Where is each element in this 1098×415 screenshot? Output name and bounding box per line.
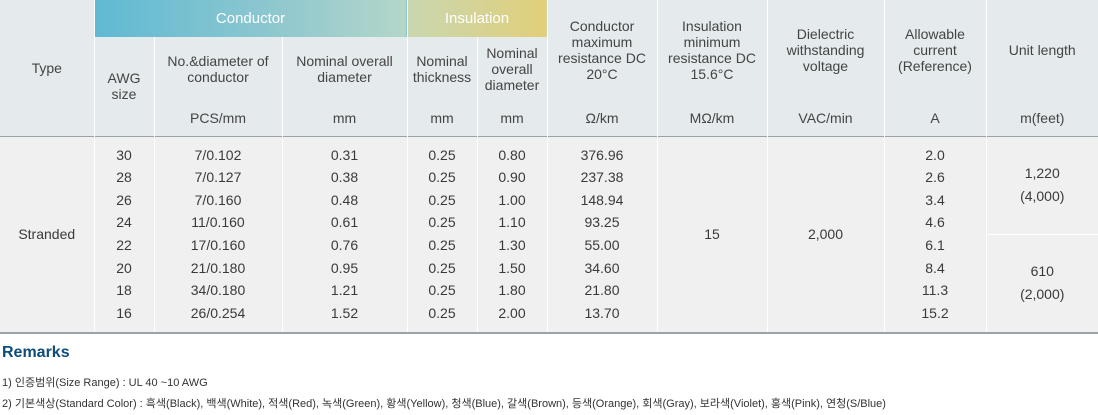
cell-value: 22 (116, 237, 132, 253)
cell-value: 11/0.160 (191, 214, 245, 231)
cell-value: 0.31 (330, 146, 359, 163)
unit-length-b-cell: 610 (2,000) (985, 233, 1098, 334)
header-ins-overall-diameter: Nominal overall diameter (476, 37, 547, 100)
cell-value: 0.95 (330, 259, 359, 276)
header-no-diameter: No.&diameter of conductor (153, 37, 282, 100)
cell-value: 21/0.180 (190, 259, 246, 276)
cell-value: 0.80 (498, 146, 526, 163)
conductor-resistance-column: 376.96 237.38 148.94 93.25 55.00 34.60 21.80 13… (546, 135, 657, 334)
cell-value: 2.0 (925, 146, 945, 163)
unit-allowable-current: A (883, 100, 986, 136)
cell-value: 0.48 (330, 191, 359, 208)
cell-value: 237.38 (580, 169, 624, 186)
cell-value: 4.6 (925, 214, 945, 231)
header-awg-size: AWG size (93, 37, 154, 136)
cell-value: 0.38 (330, 169, 359, 186)
cell-value: 21.80 (584, 282, 620, 299)
cell-value: 6.1 (925, 237, 945, 253)
cell-value: 1.52 (330, 304, 359, 321)
cell-value: 1.50 (498, 259, 526, 276)
cell-value: 1.30 (498, 237, 526, 253)
cell-value: 93.25 (584, 214, 620, 231)
unit-nominal-thickness: mm (406, 100, 477, 136)
cell-value: 17/0.160 (190, 237, 246, 253)
unit-length-a-feet: (4,000) (1020, 188, 1065, 204)
cell-value: 1.00 (498, 191, 526, 208)
spec-table: Type Conductor Insulation Conductor maxi… (0, 0, 1098, 334)
cell-value: 0.25 (428, 214, 456, 231)
cell-value: 7/0.127 (194, 169, 242, 186)
no-diameter-column: 7/0.102 7/0.127 7/0.160 11/0.160 17/0.160 21/… (153, 135, 282, 334)
unit-length-b-feet: (2,000) (1020, 286, 1065, 302)
header-allowable-current: Allowable current (Reference) (883, 0, 986, 100)
cell-value: 16 (116, 304, 132, 321)
cell-value: 15.2 (921, 304, 949, 321)
cell-value: 1.10 (498, 214, 526, 231)
cell-value: 0.90 (498, 169, 526, 186)
cell-value: 0.61 (330, 214, 359, 231)
unit-ins-overall-diameter: mm (476, 100, 547, 136)
cell-value: 13.70 (584, 304, 620, 321)
header-insulation-group: Insulation (406, 0, 547, 37)
cell-value: 28 (116, 169, 132, 186)
cell-value: 34.60 (584, 259, 620, 276)
cell-value: 148.94 (580, 191, 624, 208)
awg-column: 30 28 26 24 22 20 18 16 (93, 135, 154, 334)
cell-value: 0.25 (428, 169, 456, 186)
cell-value: 1.21 (330, 282, 359, 299)
cell-value: 55.00 (584, 237, 620, 253)
cell-value: 0.25 (428, 146, 456, 163)
insulation-resistance-cell: 15 (656, 135, 767, 334)
unit-length-a-cell: 1,220 (4,000) (985, 135, 1098, 234)
cell-value: 1.80 (498, 282, 526, 299)
cell-value: 11.3 (921, 282, 949, 299)
cell-value: 20 (116, 259, 132, 276)
unit-length-a-meters: 1,220 (1024, 165, 1060, 182)
dielectric-cell: 2,000 (766, 135, 884, 334)
header-dielectric: Dielectric withstanding voltage (766, 0, 884, 100)
header-cond-overall-diameter: Nominal overall diameter (281, 37, 407, 100)
header-type: Type (0, 0, 94, 136)
header-conductor-group: Conductor (93, 0, 407, 37)
cond-overall-diameter-column: 0.31 0.38 0.48 0.61 0.76 0.95 1.21 1.52 (281, 135, 407, 334)
header-nominal-thickness: Nominal thickness (406, 37, 477, 100)
cell-value: 376.96 (580, 146, 624, 163)
cell-value: 24 (116, 214, 132, 231)
type-cell: Stranded (0, 135, 94, 334)
unit-no-diameter: PCS/mm (153, 100, 282, 136)
cell-value: 8.4 (925, 259, 945, 276)
cell-value: 30 (116, 146, 132, 163)
unit-conductor-resistance: Ω/km (546, 100, 657, 136)
cell-value: 0.25 (428, 282, 456, 299)
nominal-thickness-column: 0.25 0.25 0.25 0.25 0.25 0.25 0.25 0.25 (406, 135, 477, 334)
cell-value: 0.25 (428, 237, 456, 253)
cell-value: 2.00 (498, 304, 526, 321)
unit-insulation-resistance: MΩ/km (656, 100, 767, 136)
cell-value: 0.25 (428, 191, 456, 208)
unit-unit-length: m(feet) (985, 100, 1098, 136)
header-insulation-resistance: Insulation minimum resistance DC 15.6°C (656, 0, 767, 100)
remark-line-1: 1) 인증범위(Size Range) : UL 40 ~10 AWG (2, 377, 208, 389)
cell-value: 26/0.254 (190, 304, 246, 321)
cell-value: 34/0.180 (190, 282, 246, 299)
header-unit-length: Unit length (985, 0, 1098, 100)
ins-overall-diameter-column: 0.80 0.90 1.00 1.10 1.30 1.50 1.80 2.00 (476, 135, 547, 334)
cell-value: 26 (116, 191, 132, 208)
cell-value: 7/0.160 (194, 191, 242, 208)
remarks-title: Remarks (2, 344, 70, 361)
cell-value: 0.25 (428, 304, 456, 321)
header-conductor-resistance: Conductor maximum resistance DC 20°C (546, 0, 657, 100)
cell-value: 0.76 (330, 237, 359, 253)
cell-value: 3.4 (925, 191, 945, 208)
unit-dielectric: VAC/min (766, 100, 884, 136)
remark-line-2: 2) 기본색상(Standard Color) : 흑색(Black), 백색(… (2, 398, 886, 410)
cell-value: 18 (116, 282, 132, 299)
cell-value: 0.25 (428, 259, 456, 276)
unit-length-b-meters: 610 (1030, 263, 1054, 280)
cell-value: 2.6 (925, 169, 945, 186)
unit-cond-overall-diameter: mm (281, 100, 407, 136)
allowable-current-column: 2.0 2.6 3.4 4.6 6.1 8.4 11.3 15.2 (883, 135, 986, 334)
cell-value: 7/0.102 (194, 146, 242, 163)
